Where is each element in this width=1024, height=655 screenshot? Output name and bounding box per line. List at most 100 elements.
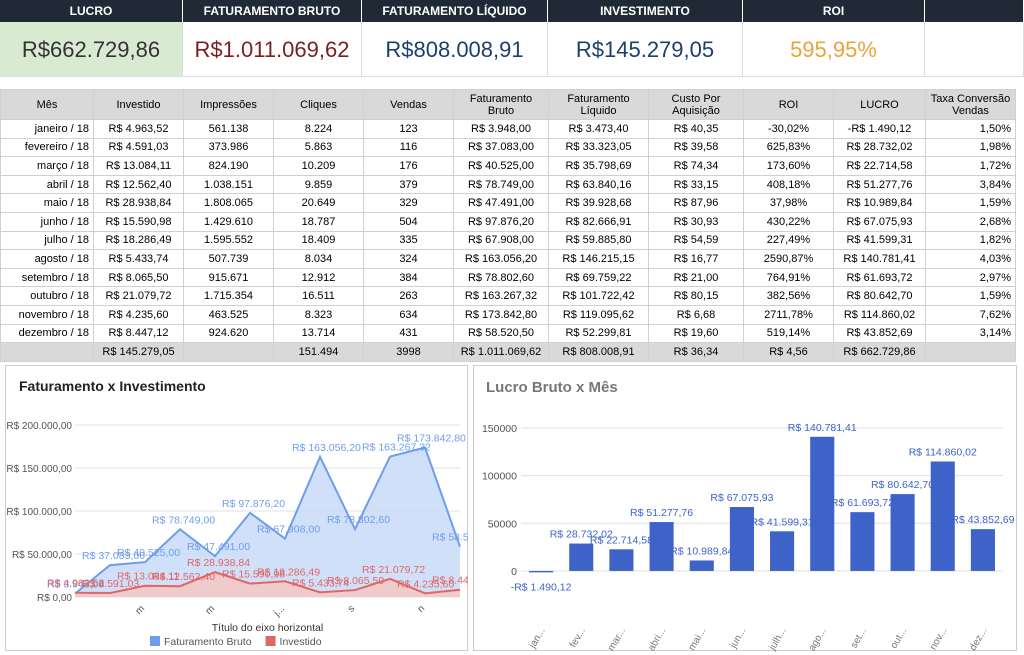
table-cell: R$ 58.520,50	[453, 323, 549, 344]
table-cell: 384	[363, 267, 454, 288]
table-cell: R$ 80.642,70	[833, 286, 926, 306]
bar-chart: Lucro Bruto x Mês 0 50000 100000 150000 -R$ 1…	[473, 365, 1017, 652]
y-tick-label: R$ 150.000,00	[6, 464, 72, 475]
bar	[649, 522, 674, 571]
table-cell: R$ 61.693,72	[833, 267, 926, 288]
table-cell: R$ 43.852,69	[833, 323, 926, 344]
table-cell: 2711,78%	[743, 304, 834, 325]
table-cell: 2590,87%	[743, 249, 834, 269]
table-cell: R$ 51.277,76	[833, 174, 926, 195]
table-cell: R$ 39.928,68	[548, 193, 649, 213]
table-cell: R$ 69.759,22	[548, 267, 649, 288]
table-cell: -30,02%	[743, 119, 834, 139]
table-cell: 37,98%	[743, 193, 834, 213]
table-cell: R$ 146.215,15	[548, 249, 649, 269]
table-cell: 1.429.610	[183, 211, 274, 232]
table-cell: 18.787	[273, 211, 364, 232]
value-label: R$ 97.876,20	[222, 498, 285, 510]
table-cell: 3,84%	[925, 174, 1016, 195]
value-label: R$ 43.852,69	[951, 514, 1014, 526]
value-label: R$ 28.938,84	[187, 557, 250, 569]
table-cell: 329	[363, 193, 454, 213]
table-cell: 1,50%	[925, 119, 1016, 139]
table-cell: 8.323	[273, 304, 364, 325]
table-row: abril / 18 R$ 12.562,40 1.038.151 9.859 379 R…	[0, 174, 1016, 195]
table-cell: novembro / 18	[0, 304, 94, 325]
table-cell: 173,60%	[743, 156, 834, 176]
table-cell: 430,22%	[743, 211, 834, 232]
table-row: dezembro / 18 R$ 8.447,12 924.620 13.714 431…	[0, 323, 1016, 344]
totals-cell: R$ 4,56	[743, 342, 834, 362]
table-row: setembro / 18 R$ 8.065,50 915.671 12.912 384…	[0, 267, 1016, 288]
totals-cell: R$ 36,34	[648, 342, 744, 362]
table-cell: 9.859	[273, 174, 364, 195]
bar	[689, 560, 714, 571]
totals-cell	[183, 342, 274, 362]
table-cell: R$ 33,15	[648, 174, 744, 195]
table-cell: março / 18	[0, 156, 94, 176]
kpi-label: FATURAMENTO BRUTO	[183, 0, 362, 22]
table-cell: 519,14%	[743, 323, 834, 344]
value-label: R$ 4.963,52	[47, 578, 104, 590]
table-cell: R$ 21,00	[648, 267, 744, 288]
table-cell: R$ 16,77	[648, 249, 744, 269]
table-cell: R$ 35.798,69	[548, 156, 649, 176]
table-cell: R$ 4.591,03	[93, 137, 184, 158]
table-cell: R$ 80,15	[648, 286, 744, 306]
area-fill	[75, 572, 460, 597]
table-cell: R$ 18.286,49	[93, 230, 184, 251]
table-cell: R$ 3.948,00	[453, 119, 549, 139]
table-cell: 1,82%	[925, 230, 1016, 251]
table-cell: 7,62%	[925, 304, 1016, 325]
table-cell: 4,03%	[925, 249, 1016, 269]
table-cell: 1,98%	[925, 137, 1016, 158]
value-label: R$ 22.714,58	[590, 534, 653, 546]
table-row: maio / 18 R$ 28.938,84 1.808.065 20.649 329 R…	[0, 193, 1016, 213]
table-cell: 3,14%	[925, 323, 1016, 344]
kpi-value: 595,95%	[743, 22, 925, 77]
table-cell: 1.595.552	[183, 230, 274, 251]
table-row: janeiro / 18 R$ 4.963,52 561.138 8.224 123 R$…	[0, 119, 1016, 139]
table-cell: 13.714	[273, 323, 364, 344]
legend-label: Faturamento Bruto	[164, 636, 252, 648]
table-cell: R$ 15.590,98	[93, 211, 184, 232]
value-label: R$ 4.235,60	[397, 578, 454, 590]
table-cell: R$ 52.299,81	[548, 323, 649, 344]
bar	[930, 461, 955, 571]
table-cell: 561.138	[183, 119, 274, 139]
column-header: Investido	[93, 89, 184, 120]
table-cell: 8.224	[273, 119, 364, 139]
value-label: -R$ 1.490,12	[511, 581, 572, 593]
table-cell: R$ 140.781,41	[833, 249, 926, 269]
value-label: R$ 78.749,00	[152, 514, 215, 526]
totals-row: R$ 145.279,05 151.494 3998 R$ 1.011.069,62 R…	[0, 342, 1016, 362]
value-label: R$ 10.989,84	[670, 545, 733, 557]
table-cell: R$ 8.065,50	[93, 267, 184, 288]
table-cell: R$ 163.267,32	[453, 286, 549, 306]
totals-cell: R$ 808.008,91	[548, 342, 649, 362]
table-cell: R$ 47.491,00	[453, 193, 549, 213]
column-header: Vendas	[363, 89, 454, 120]
value-label: R$ 28.732,02	[550, 529, 613, 541]
table-cell: 379	[363, 174, 454, 195]
kpi-label: FATURAMENTO LÍQUIDO	[362, 0, 548, 22]
table-cell: R$ 40,35	[648, 119, 744, 139]
value-label: R$ 13.084,11	[117, 571, 179, 583]
table-cell: R$ 82.666,91	[548, 211, 649, 232]
table-cell: R$ 5.433,74	[93, 249, 184, 269]
table-cell: R$ 101.722,42	[548, 286, 649, 306]
table-cell: R$ 114.860,02	[833, 304, 926, 325]
value-label: R$ 78.802,60	[327, 514, 390, 526]
table-cell: R$ 28.732,02	[833, 137, 926, 158]
y-tick-label: 50000	[488, 518, 517, 530]
table-cell: janeiro / 18	[0, 119, 94, 139]
table-cell: 176	[363, 156, 454, 176]
table-row: agosto / 18 R$ 5.433,74 507.739 8.034 324 R$ …	[0, 249, 1016, 269]
value-label: R$ 8.447,12	[432, 575, 468, 587]
table-cell: outubro / 18	[0, 286, 94, 306]
kpi-header-empty	[925, 0, 1024, 22]
y-tick-label: R$ 50.000,00	[12, 550, 72, 561]
column-header: LUCRO	[833, 89, 926, 120]
table-cell: R$ 78.749,00	[453, 174, 549, 195]
table-cell: R$ 3.473,40	[548, 119, 649, 139]
